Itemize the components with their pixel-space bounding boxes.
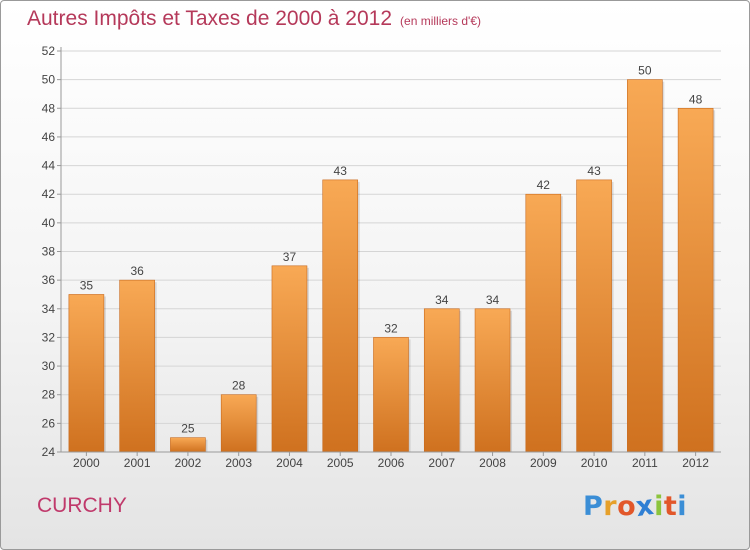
- x-tick-label-2006: 2006: [378, 456, 405, 470]
- bar-2010: [576, 179, 612, 453]
- x-tick-label-2009: 2009: [530, 456, 557, 470]
- y-tick-label: 30: [42, 359, 56, 373]
- y-tick-label: 50: [42, 73, 56, 87]
- x-tick-label-2007: 2007: [428, 456, 455, 470]
- y-tick-label: 34: [42, 302, 56, 316]
- bar-2012: [677, 107, 714, 453]
- logo-letter: r: [603, 491, 618, 522]
- data-label-2002: 25: [181, 422, 195, 436]
- y-tick-label: 42: [42, 187, 56, 201]
- x-tick-label-2000: 2000: [73, 456, 100, 470]
- data-label-2008: 34: [486, 293, 500, 307]
- labels: 24 26 28 30 32 34 36 38 40 42 44 46 48 50 52 35 2000 36 20…: [42, 44, 710, 470]
- y-tick-label: 26: [42, 416, 56, 430]
- bar-2006: [373, 337, 409, 453]
- x-tick-label-2012: 2012: [682, 456, 709, 470]
- data-label-2003: 28: [232, 379, 246, 393]
- x-tick-label-2003: 2003: [225, 456, 252, 470]
- data-label-2006: 32: [384, 321, 398, 335]
- x-tick-label-2004: 2004: [276, 456, 303, 470]
- y-tick-label: 38: [42, 245, 56, 259]
- y-tick-label: 40: [42, 216, 56, 230]
- proxiti-logo[interactable]: Proxiti: [583, 489, 688, 524]
- x-tick-label-2001: 2001: [124, 456, 151, 470]
- logo-letter: o: [617, 491, 637, 522]
- y-tick-label: 46: [42, 130, 56, 144]
- y-tick-label: 48: [42, 101, 56, 115]
- logo-letter: x: [634, 489, 657, 524]
- x-tick-label-2010: 2010: [581, 456, 608, 470]
- bar-2002: [170, 437, 206, 453]
- axes: [57, 47, 721, 456]
- y-tick-label: 24: [42, 445, 56, 459]
- data-label-2001: 36: [130, 264, 144, 278]
- logo-letter: i: [677, 491, 688, 522]
- bar-2005: [322, 179, 359, 453]
- bar-2000: [68, 294, 105, 453]
- data-label-2005: 43: [334, 164, 348, 178]
- bar-2003: [220, 394, 257, 453]
- chart-subtitle: (en milliers d'€): [400, 14, 482, 28]
- logo-letter: t: [663, 491, 678, 522]
- data-label-2010: 43: [587, 164, 601, 178]
- data-label-2000: 35: [80, 278, 94, 292]
- x-tick-label-2005: 2005: [327, 456, 354, 470]
- bar-2004: [271, 265, 308, 453]
- logo-letter: i: [654, 491, 664, 522]
- y-tick-label: 32: [42, 330, 56, 344]
- x-tick-label-2008: 2008: [479, 456, 506, 470]
- data-label-2004: 37: [283, 250, 297, 264]
- y-tick-label: 36: [42, 273, 56, 287]
- data-label-2009: 42: [537, 178, 551, 192]
- bar-2008: [474, 308, 511, 453]
- chart-title-block: Autres Impôts et Taxes de 2000 à 2012 (en…: [27, 7, 481, 31]
- bar-2009: [525, 193, 562, 453]
- y-tick-label: 52: [42, 44, 56, 58]
- location-name: CURCHY: [37, 494, 127, 517]
- bar-2007: [423, 308, 460, 453]
- x-tick-label-2011: 2011: [632, 456, 658, 470]
- bars: [68, 79, 716, 453]
- y-tick-label: 44: [42, 159, 56, 173]
- data-label-2007: 34: [435, 293, 449, 307]
- logo-letter: P: [583, 491, 604, 522]
- bar-2011: [627, 79, 663, 453]
- data-label-2012: 48: [689, 92, 703, 106]
- data-label-2011: 50: [638, 64, 652, 78]
- bar-2001: [119, 279, 155, 453]
- x-tick-label-2002: 2002: [175, 456, 202, 470]
- chart-title: Autres Impôts et Taxes de 2000 à 2012: [27, 7, 393, 30]
- y-tick-label: 28: [42, 388, 56, 402]
